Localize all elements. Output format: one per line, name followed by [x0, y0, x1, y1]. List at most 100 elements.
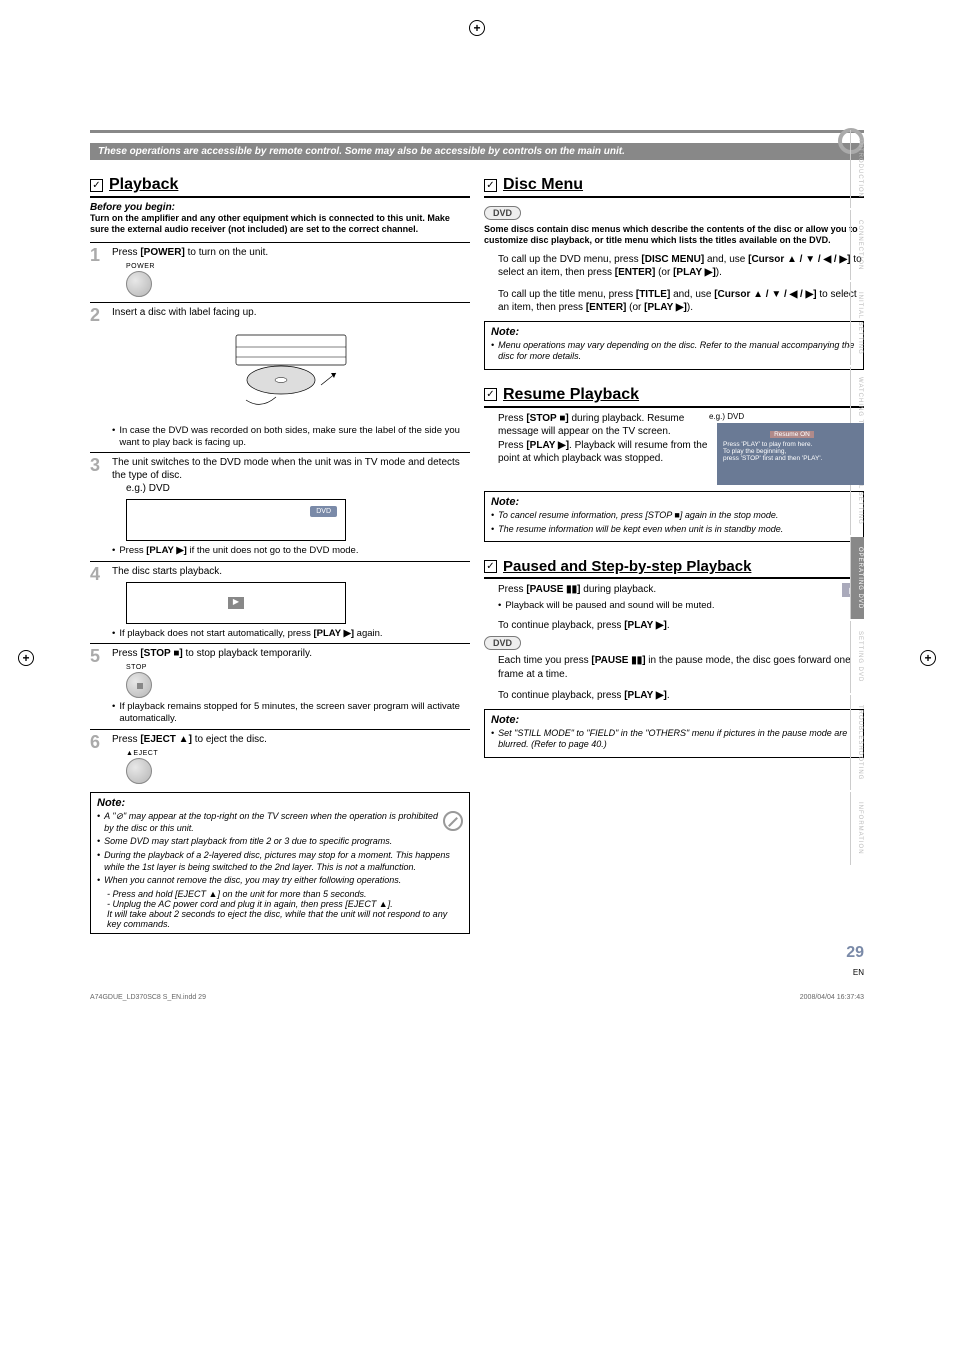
bullet-icon: •: [112, 701, 115, 726]
note-title: Note:: [491, 714, 857, 726]
prohibit-icon: [443, 811, 463, 831]
top-rule: [90, 130, 864, 133]
section-title: Paused and Step-by-step Playback: [503, 558, 751, 575]
checkbox-icon: ✓: [484, 388, 497, 401]
bullet-icon: •: [112, 545, 115, 557]
note-item: During the playback of a 2-layered disc,…: [104, 850, 463, 873]
tab-introduction: INTRODUCTION: [850, 130, 864, 208]
example-label: e.g.) DVD: [126, 482, 470, 495]
example-label: e.g.) DVD: [709, 412, 864, 421]
before-you-begin-label: Before you begin:: [90, 202, 470, 213]
intro-text: Turn on the amplifier and any other equi…: [90, 213, 470, 236]
step-3: 3 The unit switches to the DVD mode when…: [90, 452, 470, 557]
disc-menu-note-box: Note: •Menu operations may vary dependin…: [484, 321, 864, 370]
disc-menu-instructions-2: To call up the title menu, press [TITLE]…: [498, 288, 864, 315]
page-number: 29EN: [90, 944, 864, 980]
tab-connection: CONNECTION: [850, 210, 864, 280]
disc-insert-illustration: [226, 325, 356, 419]
step-number: 5: [90, 647, 106, 726]
disc-menu-instructions-1: To call up the DVD menu, press [DISC MEN…: [498, 253, 864, 280]
tab-information: INFORMATION: [850, 792, 864, 865]
resume-screen-line: press 'STOP' first and then 'PLAY'.: [723, 455, 861, 462]
right-column: ✓ Disc Menu DVD Some discs contain disc …: [484, 168, 864, 934]
resume-screen-line: To play the beginning,: [723, 448, 861, 455]
tab-setting-dvd: SETTING DVD: [850, 621, 864, 692]
paused-note-box: Note: •Set "STILL MODE" to "FIELD" in th…: [484, 709, 864, 758]
tab-troubleshooting: TROUBLESHOOTING: [850, 695, 864, 790]
step-number: 4: [90, 565, 106, 640]
playback-heading: ✓ Playback: [90, 176, 470, 198]
note-item: Menu operations may vary depending on th…: [498, 340, 857, 363]
note-sub: It will take about 2 seconds to eject th…: [107, 909, 463, 929]
step-text: Press [STOP ■] to stop playback temporar…: [112, 648, 312, 659]
note-item: Set "STILL MODE" to "FIELD" in the "OTHE…: [498, 728, 857, 751]
paused-playback-heading: ✓ Paused and Step-by-step Playback: [484, 558, 864, 579]
footer-timestamp: 2008/04/04 16:37:43: [800, 994, 864, 1001]
playback-note-box: Note: •A "⊘" may appear at the top-right…: [90, 792, 470, 934]
disc-menu-heading: ✓ Disc Menu: [484, 176, 864, 198]
eject-button-icon: [126, 758, 152, 784]
step-text: The unit switches to the DVD mode when t…: [112, 457, 460, 481]
note-sub: - Unplug the AC power cord and plug it i…: [107, 899, 463, 909]
paused-instructions: Press [PAUSE ▮▮] during playback.: [498, 583, 864, 597]
bullet-text: If playback does not start automatically…: [119, 628, 382, 640]
operations-banner: These operations are accessible by remot…: [90, 143, 864, 160]
power-button-icon: [126, 271, 152, 297]
bullet-text: If playback remains stopped for 5 minute…: [119, 701, 470, 726]
disc-menu-intro: Some discs contain disc menus which desc…: [484, 224, 864, 247]
bullet-text: Press [PLAY ▶] if the unit does not go t…: [119, 545, 358, 557]
checkbox-icon: ✓: [484, 179, 497, 192]
tv-screen-illustration: DVD: [126, 499, 346, 541]
stop-button-label: STOP: [126, 663, 470, 672]
note-item: When you cannot remove the disc, you may…: [104, 875, 401, 887]
bullet-icon: •: [112, 628, 115, 640]
bullet-text: Playback will be paused and sound will b…: [505, 600, 714, 611]
eject-button-label: ▲EJECT: [126, 749, 470, 758]
note-title: Note:: [491, 326, 857, 338]
note-item: Some DVD may start playback from title 2…: [104, 836, 392, 848]
step-6: 6 Press [EJECT ▲] to eject the disc. ▲EJ…: [90, 729, 470, 786]
resume-playback-heading: ✓ Resume Playback: [484, 386, 864, 408]
section-tabs: INTRODUCTION CONNECTION INITIAL SETTING …: [850, 130, 864, 865]
step-text: The disc starts playback.: [112, 566, 222, 577]
note-title: Note:: [491, 496, 857, 508]
note-item: A "⊘" may appear at the top-right on the…: [104, 811, 439, 834]
step-1: 1 Press [POWER] to turn on the unit. POW…: [90, 242, 470, 299]
checkbox-icon: ✓: [90, 179, 103, 192]
step-number: 3: [90, 456, 106, 557]
note-sub: - Press and hold [EJECT ▲] on the unit f…: [107, 889, 463, 899]
note-title: Note:: [97, 797, 463, 809]
left-column: ✓ Playback Before you begin: Turn on the…: [90, 168, 470, 934]
stop-button-icon: [126, 672, 152, 698]
step-number: 1: [90, 246, 106, 299]
checkbox-icon: ✓: [484, 560, 497, 573]
continue-text-2: To continue playback, press [PLAY ▶].: [498, 689, 864, 703]
dvd-pill: DVD: [484, 206, 521, 220]
resume-screen-line: Press 'PLAY' to play from here.: [723, 441, 861, 448]
note-item: To cancel resume information, press [STO…: [498, 510, 778, 522]
dvd-badge: DVD: [310, 506, 337, 517]
step-text: Insert a disc with label facing up.: [112, 307, 257, 318]
continue-text: To continue playback, press [PLAY ▶].: [498, 619, 864, 633]
bullet-icon: •: [112, 425, 115, 450]
step-frame-text: Each time you press [PAUSE ▮▮] in the pa…: [498, 654, 864, 681]
resume-on-badge: Resume ON: [770, 431, 814, 438]
step-5: 5 Press [STOP ■] to stop playback tempor…: [90, 643, 470, 726]
section-title: Disc Menu: [503, 176, 583, 194]
step-text: Press [POWER] to turn on the unit.: [112, 247, 268, 258]
power-button-label: POWER: [126, 262, 470, 271]
footer-file: A74GDUE_LD370SC8 S_EN.indd 29: [90, 994, 206, 1001]
section-title: Playback: [109, 176, 178, 194]
tab-initial-setting: INITIAL SETTING: [850, 282, 864, 365]
dvd-pill: DVD: [484, 636, 521, 650]
tab-operating-dvd: OPERATING DVD: [850, 537, 864, 619]
section-title: Resume Playback: [503, 386, 639, 404]
step-number: 2: [90, 306, 106, 450]
step-2: 2 Insert a disc with label facing up.: [90, 302, 470, 450]
tv-screen-illustration: ▶: [126, 582, 346, 624]
bullet-text: In case the DVD was recorded on both sid…: [119, 425, 470, 450]
step-4: 4 The disc starts playback. ▶ • If playb…: [90, 561, 470, 640]
resume-screen-illustration: Resume ON Press 'PLAY' to play from here…: [717, 423, 864, 485]
play-icon: ▶: [228, 597, 244, 609]
page-footer: A74GDUE_LD370SC8 S_EN.indd 29 2008/04/04…: [90, 994, 864, 1001]
